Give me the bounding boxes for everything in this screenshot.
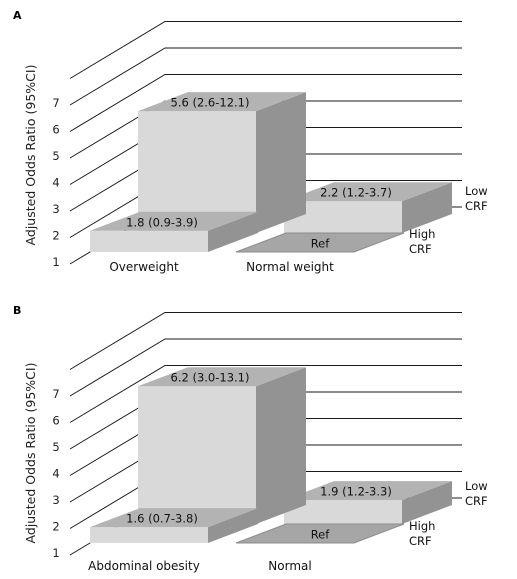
bar-top bbox=[90, 508, 258, 528]
bar-low-crf-1: 2.2 (1.2-3.7) bbox=[284, 182, 452, 233]
bar-top bbox=[284, 182, 452, 202]
y-tick-label: 1 bbox=[52, 255, 59, 269]
y-tick-label: 6 bbox=[52, 414, 59, 428]
bar-data-label: Ref bbox=[311, 528, 331, 542]
bar-top bbox=[90, 211, 258, 231]
y-tick-label: 4 bbox=[52, 176, 59, 190]
bar-low-crf-0: 6.2 (3.0-13.1) bbox=[138, 367, 306, 524]
y-axis-label: Adjusted Odds Ratio (95%CI) bbox=[23, 65, 38, 246]
bar-data-label: 2.2 (1.2-3.7) bbox=[320, 186, 392, 200]
series-label-low-crf: Low bbox=[465, 479, 488, 493]
bar-data-label: 5.6 (2.6-12.1) bbox=[171, 96, 250, 110]
bar-high-crf-1: Ref bbox=[235, 232, 405, 253]
gridline bbox=[69, 74, 462, 132]
y-tick-label: 1 bbox=[52, 546, 59, 560]
bar-side bbox=[402, 182, 452, 233]
bar-top bbox=[138, 92, 306, 112]
series-label-high-crf: CRF bbox=[409, 242, 432, 256]
bar-data-label: 1.6 (0.7-3.8) bbox=[126, 512, 198, 526]
y-tick-label: 2 bbox=[52, 229, 59, 243]
bar-side bbox=[256, 367, 306, 524]
gridline bbox=[69, 21, 462, 79]
series-label-high-crf: CRF bbox=[409, 534, 432, 548]
bar-data-label: 1.9 (1.2-3.3) bbox=[320, 485, 392, 499]
bar-side bbox=[256, 92, 306, 233]
gridline bbox=[69, 47, 462, 106]
bar-front bbox=[90, 230, 208, 252]
bar-front bbox=[284, 500, 402, 524]
bar-front bbox=[138, 386, 256, 524]
bar-data-label: 1.8 (0.9-3.9) bbox=[126, 215, 198, 229]
x-category-label: Abdominal obesity bbox=[88, 559, 200, 573]
bar-data-label: 6.2 (3.0-13.1) bbox=[171, 371, 250, 385]
chart-panel-b: B Adjusted Odds Ratio (95%CI) 1 2 3 4 5 6 7 1.9 (… bbox=[13, 304, 488, 573]
bar-high-crf-1: Ref bbox=[235, 523, 405, 544]
y-tick-label: 5 bbox=[52, 149, 59, 163]
y-tick-label: 6 bbox=[52, 123, 59, 137]
panel-letter: A bbox=[13, 9, 22, 22]
series-label-low-crf: CRF bbox=[465, 494, 488, 508]
gridline bbox=[69, 312, 462, 370]
bar-ref-floor bbox=[235, 232, 405, 253]
y-tick-label: 3 bbox=[52, 202, 59, 216]
x-category-label: Normal bbox=[268, 559, 311, 573]
bar-high-crf-0: 1.6 (0.7-3.8) bbox=[90, 508, 258, 543]
bar-side bbox=[402, 481, 452, 524]
bar-front bbox=[90, 527, 208, 543]
y-tick-label: 7 bbox=[52, 387, 59, 401]
x-category-label: Normal weight bbox=[246, 260, 334, 274]
panel-letter: B bbox=[13, 304, 21, 317]
bar-side bbox=[208, 508, 258, 543]
bar-data-label: Ref bbox=[311, 237, 331, 251]
series-label-high-crf: High bbox=[409, 519, 435, 533]
gridline bbox=[69, 365, 462, 423]
series-label-low-crf: CRF bbox=[465, 199, 488, 213]
bar-low-crf-1: 1.9 (1.2-3.3) bbox=[284, 481, 452, 524]
x-category-label: Overweight bbox=[109, 260, 179, 274]
bar-top bbox=[138, 367, 306, 387]
series-label-low-crf: Low bbox=[465, 184, 488, 198]
bar-ref-floor bbox=[235, 523, 405, 544]
y-tick-label: 2 bbox=[52, 520, 59, 534]
y-axis-label: Adjusted Odds Ratio (95%CI) bbox=[23, 363, 38, 544]
series-label-high-crf: High bbox=[409, 227, 435, 241]
gridline bbox=[69, 338, 462, 397]
chart-panel-a: A Adjusted Odds Ratio (95%CI) 1 2 3 4 5 6 7 2.2 (… bbox=[13, 9, 488, 274]
bar-high-crf-0: 1.8 (0.9-3.9) bbox=[90, 211, 258, 252]
y-tick-label: 5 bbox=[52, 440, 59, 454]
y-tick-label: 7 bbox=[52, 96, 59, 110]
bar-top bbox=[284, 481, 452, 501]
y-tick-label: 4 bbox=[52, 467, 59, 481]
y-tick-label: 3 bbox=[52, 493, 59, 507]
bar-side bbox=[208, 211, 258, 252]
